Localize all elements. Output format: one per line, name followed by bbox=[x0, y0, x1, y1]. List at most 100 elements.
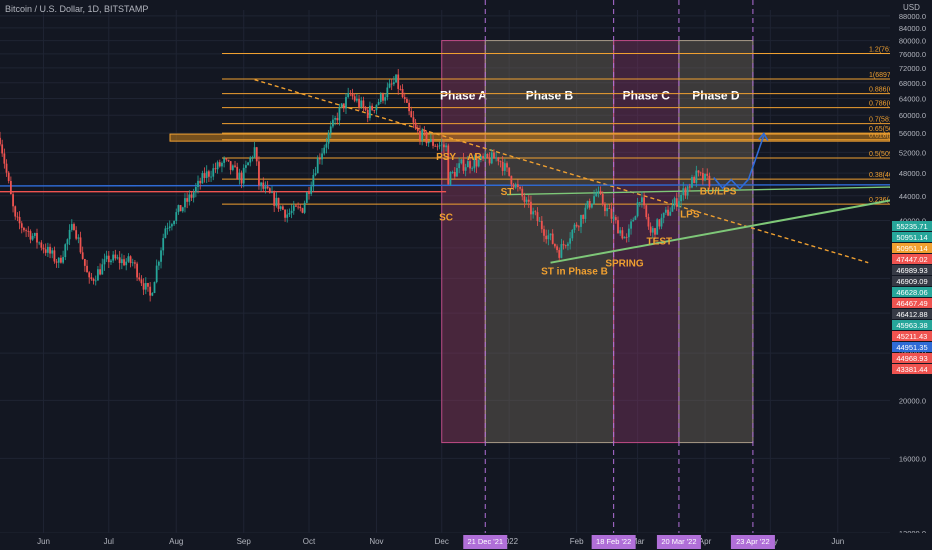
candle-body bbox=[107, 255, 110, 263]
candle-body bbox=[275, 197, 278, 206]
candle-body bbox=[353, 96, 356, 101]
candle-body bbox=[347, 93, 350, 98]
wyckoff-annotation: TEST bbox=[647, 236, 673, 247]
candle-body bbox=[638, 202, 641, 204]
candle-body bbox=[355, 98, 358, 101]
candle-body bbox=[236, 166, 239, 180]
candle-body bbox=[238, 172, 241, 180]
candle-body bbox=[567, 243, 569, 246]
candle-body bbox=[384, 97, 387, 101]
candle-body bbox=[636, 202, 639, 217]
candle-body bbox=[375, 104, 378, 111]
candle-body bbox=[153, 282, 156, 294]
candle-body bbox=[464, 167, 467, 171]
candle-body bbox=[336, 118, 339, 121]
candle-body bbox=[190, 194, 193, 198]
candle-body bbox=[264, 186, 267, 189]
date-marker-tag bbox=[463, 535, 508, 549]
candle-body bbox=[671, 205, 674, 212]
candle-body bbox=[46, 246, 49, 253]
candle-body bbox=[593, 196, 595, 204]
candle-body bbox=[97, 269, 99, 281]
candle-body bbox=[123, 259, 125, 266]
candle-body bbox=[588, 200, 591, 208]
candle-body bbox=[678, 201, 680, 207]
candle-body bbox=[175, 212, 178, 221]
candle-body bbox=[612, 217, 615, 219]
candle-body bbox=[449, 172, 452, 185]
candle-body bbox=[408, 102, 410, 112]
candle-body bbox=[416, 128, 419, 131]
candle-body bbox=[212, 168, 215, 177]
candle-body bbox=[364, 107, 367, 110]
candle-body bbox=[277, 197, 280, 209]
candle-body bbox=[564, 245, 567, 247]
candle-body bbox=[451, 171, 454, 173]
candle-body bbox=[305, 192, 308, 203]
candle-body bbox=[475, 158, 478, 167]
fib-level-label: 1.2(761 bbox=[869, 47, 893, 54]
candle-body bbox=[203, 173, 206, 178]
candle-body bbox=[443, 144, 445, 148]
price-tag bbox=[892, 342, 932, 352]
candle-body bbox=[388, 83, 391, 88]
candle-body bbox=[60, 257, 62, 263]
candle-body bbox=[480, 156, 482, 161]
candle-body bbox=[525, 199, 528, 202]
fibonacci-levels: 1.2(761 1(68978 0.886(6 0.786(6 0.7(581 0.65(… bbox=[169, 47, 895, 205]
candle-body bbox=[221, 162, 223, 167]
candle-body bbox=[369, 105, 371, 119]
candle-body bbox=[242, 167, 245, 184]
candle-body bbox=[55, 261, 58, 263]
candle-body bbox=[103, 259, 106, 265]
candle-body bbox=[179, 205, 182, 212]
candle-body bbox=[540, 220, 543, 230]
candle-body bbox=[308, 192, 310, 194]
candle-body bbox=[27, 230, 30, 232]
candle-body bbox=[316, 158, 319, 174]
candle-body bbox=[138, 277, 141, 280]
candle-body bbox=[288, 213, 291, 215]
candle-body bbox=[621, 230, 624, 239]
candle-body bbox=[460, 159, 463, 164]
candle-body bbox=[403, 97, 406, 100]
fib-level-label: 0.786(6 bbox=[869, 101, 893, 108]
price-tag-label: 50951.14 bbox=[896, 233, 927, 242]
candle-body bbox=[506, 163, 508, 168]
fib-level-label: 0.236(4 bbox=[869, 197, 893, 204]
time-tick-label: Nov bbox=[369, 537, 383, 546]
candle-body bbox=[57, 257, 60, 263]
trend-line-dashed-resistance bbox=[254, 79, 869, 264]
candle-body bbox=[412, 117, 415, 123]
candle-body bbox=[255, 147, 258, 162]
candle-body bbox=[9, 180, 12, 195]
candle-body bbox=[469, 161, 471, 169]
candle-body bbox=[116, 257, 119, 259]
time-tick-label: 2022 bbox=[500, 537, 518, 546]
candle-body bbox=[14, 206, 17, 217]
candle-body bbox=[70, 224, 73, 230]
trend-lines bbox=[0, 79, 891, 264]
candle-body bbox=[651, 228, 654, 233]
candle-body bbox=[606, 208, 609, 212]
candle-body bbox=[75, 230, 78, 239]
candle-body bbox=[3, 153, 6, 164]
time-tick-label: Dec bbox=[435, 537, 449, 546]
candle-body bbox=[503, 163, 506, 171]
date-marker-tag bbox=[591, 535, 636, 549]
phase-label: Phase B bbox=[526, 89, 574, 103]
price-tag-label: 44968.93 bbox=[896, 354, 927, 363]
price-tick-label: 68000.0 bbox=[899, 79, 926, 88]
candle-body bbox=[440, 144, 443, 146]
candle-body bbox=[419, 130, 421, 141]
date-marker-tag bbox=[730, 535, 775, 549]
candle-body bbox=[466, 161, 469, 168]
candle-body bbox=[131, 262, 134, 264]
candle-body bbox=[473, 158, 476, 169]
candle-body bbox=[386, 87, 389, 98]
candle-body bbox=[273, 192, 276, 206]
candle-body bbox=[595, 192, 598, 197]
fib-level-label: 0.886(6 bbox=[869, 87, 893, 94]
candle-body bbox=[62, 257, 65, 263]
